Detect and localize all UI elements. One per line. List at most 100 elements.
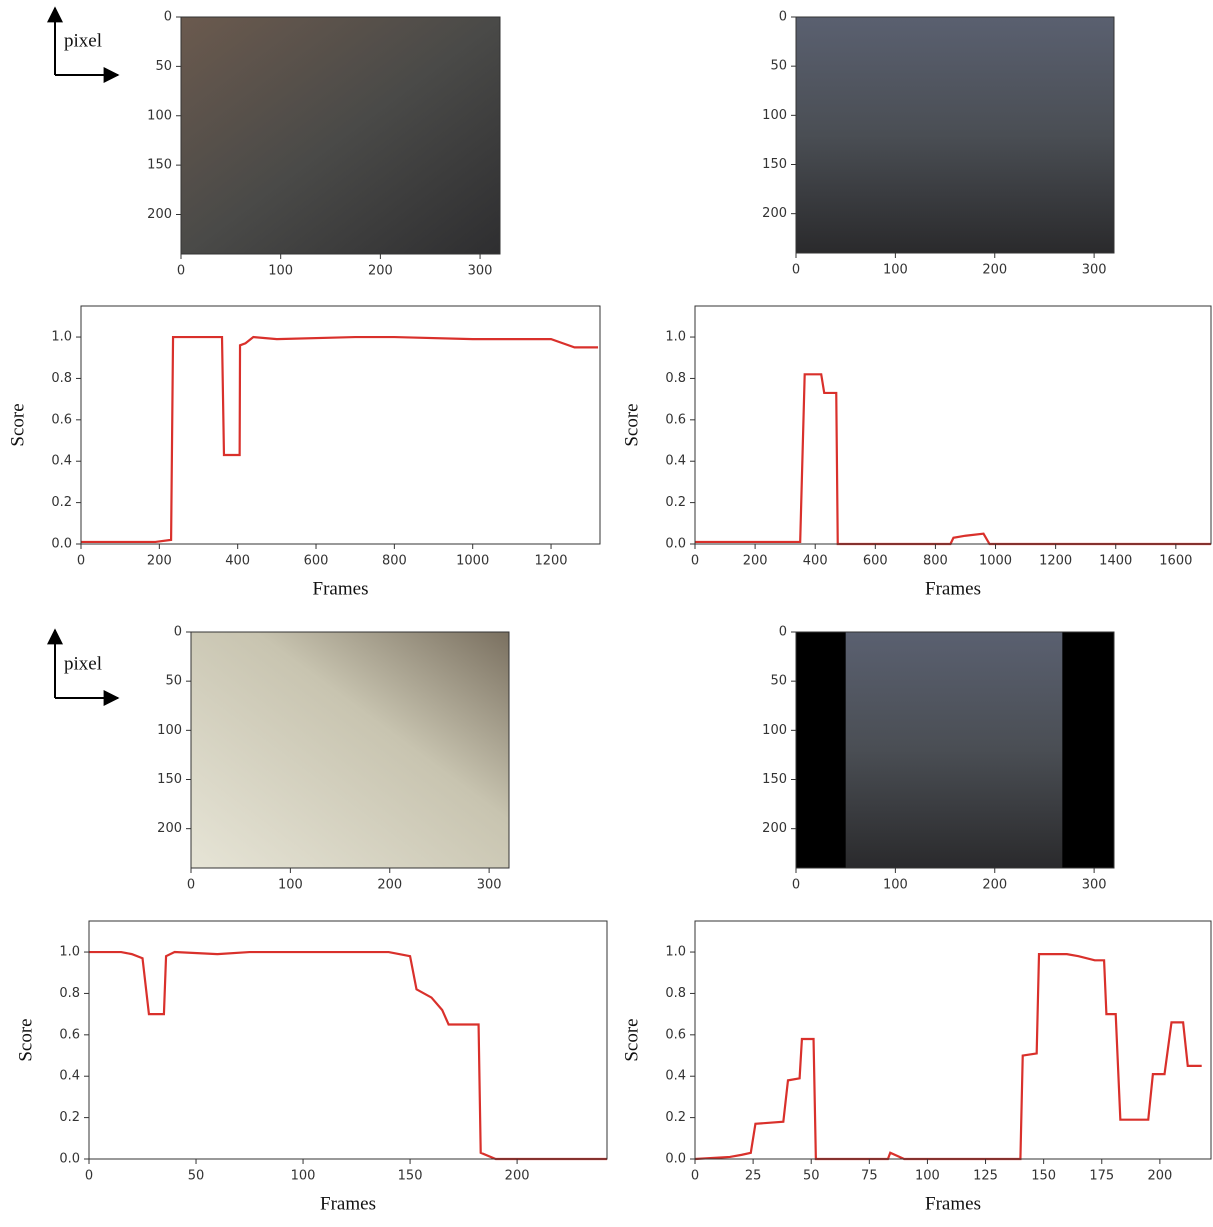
x-tick-label: 50 [803, 1169, 820, 1184]
y-tick-label: 100 [762, 723, 787, 738]
y-tick-label: 0.8 [665, 371, 686, 386]
axis-annotation: pixel [64, 30, 102, 51]
y-tick-label: 0.6 [665, 412, 686, 427]
x-tick-label: 300 [1082, 878, 1107, 893]
y-tick-label: 200 [157, 821, 182, 836]
x-tick-label: 300 [1082, 263, 1107, 278]
x-tick-label: 25 [745, 1169, 762, 1184]
y-axis-label: Score [621, 403, 642, 446]
score-line [695, 374, 1211, 544]
x-tick-label: 200 [377, 878, 402, 893]
plot-frame [695, 306, 1211, 544]
y-axis-label: Score [621, 1018, 642, 1061]
x-tick-label: 400 [225, 554, 250, 569]
y-tick-label: 150 [762, 157, 787, 172]
y-tick-label: 150 [762, 772, 787, 787]
x-tick-label: 600 [304, 554, 329, 569]
y-tick-label: 0.8 [665, 986, 686, 1001]
y-tick-label: 50 [770, 59, 787, 74]
x-tick-label: 0 [691, 554, 699, 569]
y-tick-label: 0.6 [665, 1027, 686, 1042]
x-tick-label: 100 [278, 878, 303, 893]
x-tick-label: 600 [863, 554, 888, 569]
x-axis-label: Frames [925, 1193, 981, 1214]
x-tick-label: 200 [1147, 1169, 1172, 1184]
score-line [81, 337, 598, 542]
y-tick-label: 1.0 [665, 330, 686, 345]
x-tick-label: 1000 [456, 554, 489, 569]
x-tick-label: 0 [792, 878, 800, 893]
y-tick-label: 0 [779, 10, 787, 25]
y-tick-label: 100 [147, 108, 172, 123]
x-tick-label: 1600 [1159, 554, 1192, 569]
x-tick-label: 150 [1031, 1169, 1056, 1184]
x-tick-label: 1400 [1099, 554, 1132, 569]
x-tick-label: 200 [368, 264, 393, 279]
y-tick-label: 50 [155, 59, 172, 74]
y-tick-label: 100 [762, 108, 787, 123]
y-tick-label: 0.0 [665, 537, 686, 552]
x-tick-label: 100 [915, 1169, 940, 1184]
y-tick-label: 1.0 [59, 945, 80, 960]
x-tick-label: 150 [398, 1169, 423, 1184]
x-tick-label: 800 [382, 554, 407, 569]
x-axis-label: Frames [925, 578, 981, 599]
y-tick-label: 0.4 [665, 1069, 686, 1084]
x-tick-label: 200 [982, 263, 1007, 278]
x-tick-label: 1200 [1039, 554, 1072, 569]
x-tick-label: 175 [1089, 1169, 1114, 1184]
x-tick-label: 300 [468, 264, 493, 279]
x-tick-label: 100 [268, 264, 293, 279]
x-tick-label: 200 [505, 1169, 530, 1184]
x-tick-label: 1000 [979, 554, 1012, 569]
x-tick-label: 100 [291, 1169, 316, 1184]
y-tick-label: 150 [157, 772, 182, 787]
axis-annotation: pixel [64, 653, 102, 674]
x-tick-label: 200 [982, 878, 1007, 893]
y-tick-label: 0.8 [51, 371, 72, 386]
x-tick-label: 400 [803, 554, 828, 569]
x-tick-label: 0 [187, 878, 195, 893]
y-tick-label: 1.0 [51, 330, 72, 345]
x-axis-label: Frames [313, 578, 369, 599]
image [181, 17, 500, 254]
y-tick-label: 0.0 [665, 1152, 686, 1167]
score-line [89, 952, 607, 1159]
x-tick-label: 0 [177, 264, 185, 279]
y-tick-label: 200 [762, 821, 787, 836]
x-tick-label: 0 [691, 1169, 699, 1184]
x-tick-label: 0 [77, 554, 85, 569]
x-axis-label: Frames [320, 1193, 376, 1214]
y-tick-label: 100 [157, 723, 182, 738]
x-tick-label: 200 [743, 554, 768, 569]
x-tick-label: 50 [188, 1169, 205, 1184]
y-tick-label: 1.0 [665, 945, 686, 960]
x-tick-label: 800 [923, 554, 948, 569]
score-line [695, 954, 1202, 1159]
image-content [846, 632, 1063, 868]
x-tick-label: 1200 [534, 554, 567, 569]
y-tick-label: 150 [147, 158, 172, 173]
image [796, 17, 1114, 253]
y-tick-label: 0.2 [665, 495, 686, 510]
x-tick-label: 75 [861, 1169, 878, 1184]
x-tick-label: 0 [792, 263, 800, 278]
page: pixel 0 100 200 300 0 50 100 150 200 0 100 200 300 0 50… [0, 0, 1213, 1227]
x-tick-label: 100 [883, 878, 908, 893]
y-tick-label: 0.4 [51, 454, 72, 469]
y-tick-label: 0.0 [59, 1152, 80, 1167]
y-tick-label: 200 [762, 206, 787, 221]
x-tick-label: 0 [85, 1169, 93, 1184]
figure: pixel 0 100 200 300 0 50 100 150 200 0 100 200 300 0 50… [0, 0, 1213, 1227]
y-tick-label: 0.2 [51, 495, 72, 510]
y-tick-label: 0.0 [51, 537, 72, 552]
y-tick-label: 0.8 [59, 986, 80, 1001]
y-tick-label: 0 [174, 625, 182, 640]
y-axis-label: Score [7, 403, 28, 446]
y-tick-label: 200 [147, 207, 172, 222]
y-tick-label: 0.2 [665, 1110, 686, 1125]
y-tick-label: 0.4 [665, 454, 686, 469]
x-tick-label: 200 [147, 554, 172, 569]
y-axis-label: Score [15, 1018, 36, 1061]
y-tick-label: 0.2 [59, 1110, 80, 1125]
